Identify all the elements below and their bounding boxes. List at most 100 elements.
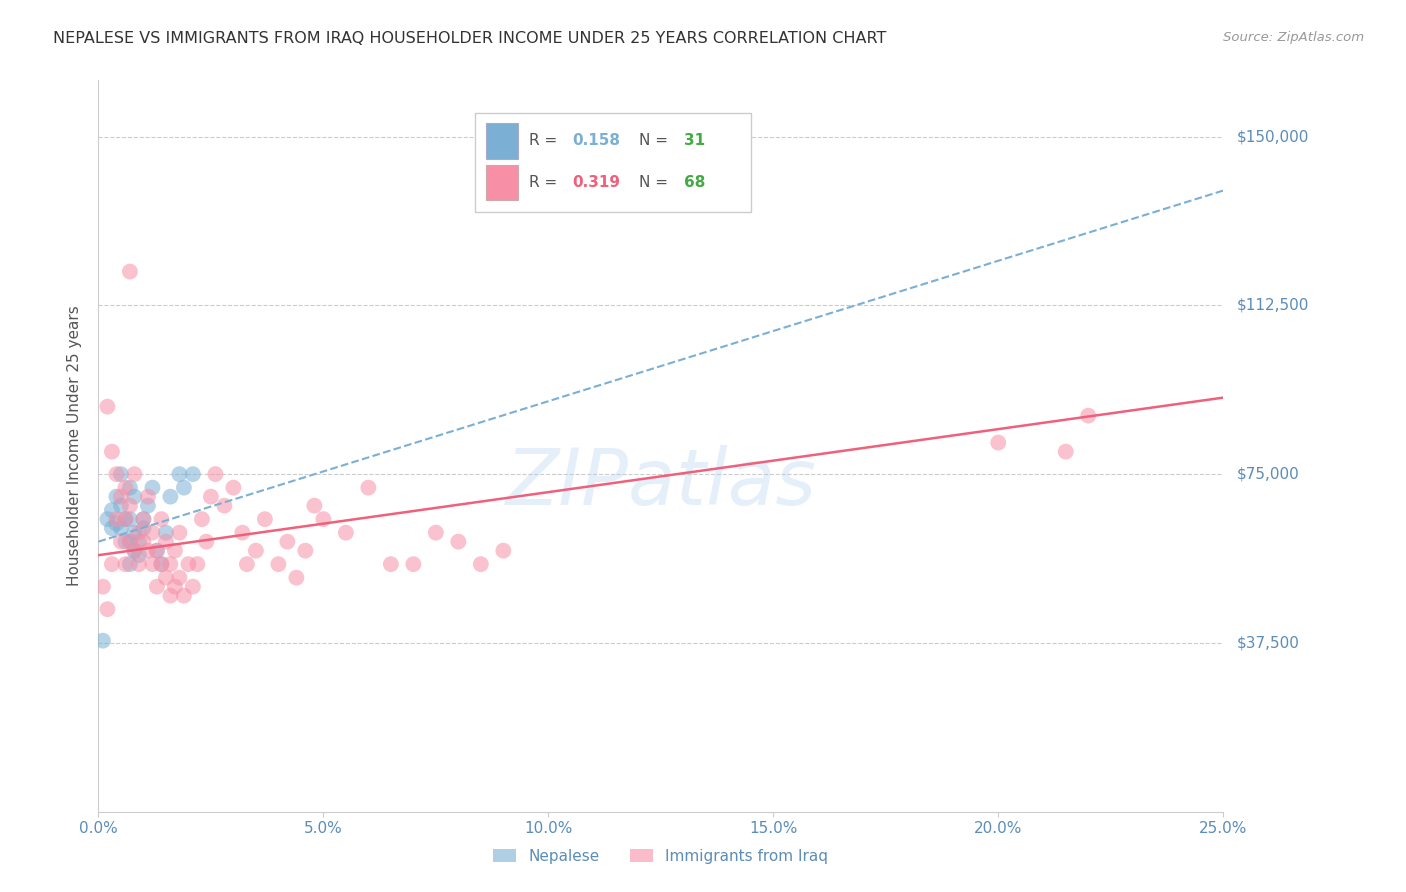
Text: $75,000: $75,000 (1237, 467, 1301, 482)
Point (169, 467, 191, 482)
Legend: Nepalese, Immigrants from Iraq: Nepalese, Immigrants from Iraq (486, 843, 835, 870)
Point (191, 512, 214, 526)
Point (253, 512, 276, 526)
Point (150, 557, 173, 571)
Text: $150,000: $150,000 (1237, 129, 1309, 144)
Point (169, 571, 191, 585)
Point (141, 557, 163, 571)
Point (105, 512, 128, 526)
Point (128, 525, 150, 540)
Point (118, 481, 141, 495)
Point (114, 512, 136, 526)
Point (159, 490, 181, 504)
Point (105, 516, 128, 531)
Point (128, 557, 150, 571)
Point (312, 512, 335, 526)
Point (124, 525, 146, 540)
Point (492, 543, 515, 558)
Point (173, 481, 195, 495)
Point (267, 557, 290, 571)
Point (136, 543, 159, 558)
Point (402, 557, 425, 571)
Point (195, 534, 218, 549)
Point (335, 525, 357, 540)
Point (132, 512, 155, 526)
FancyBboxPatch shape (475, 113, 751, 212)
Point (101, 444, 124, 458)
Point (114, 534, 136, 549)
Point (141, 525, 163, 540)
Point (447, 534, 470, 549)
Point (124, 490, 146, 504)
Point (200, 490, 222, 504)
Point (128, 548, 150, 562)
Y-axis label: Householder Income Under 25 years: Householder Income Under 25 years (67, 306, 83, 586)
Point (141, 481, 163, 495)
Point (276, 534, 298, 549)
Point (173, 589, 195, 603)
Point (101, 521, 124, 535)
Point (114, 512, 136, 526)
Text: $37,500: $37,500 (1237, 635, 1301, 650)
Point (163, 580, 186, 594)
Point (96, 602, 118, 616)
Text: Source: ZipAtlas.com: Source: ZipAtlas.com (1223, 31, 1364, 45)
Point (380, 557, 402, 571)
Point (132, 534, 155, 549)
Point (132, 512, 155, 526)
Point (159, 557, 181, 571)
FancyBboxPatch shape (486, 165, 517, 200)
Point (1077, 409, 1099, 423)
Point (146, 580, 169, 594)
Point (101, 503, 124, 517)
Point (177, 557, 200, 571)
Point (105, 467, 128, 482)
Point (110, 521, 132, 535)
Point (245, 543, 267, 558)
Text: ZIPatlas: ZIPatlas (505, 444, 817, 521)
Point (136, 499, 159, 513)
Point (181, 580, 204, 594)
Point (124, 543, 146, 558)
Point (1054, 444, 1077, 458)
Point (470, 557, 492, 571)
Point (425, 525, 447, 540)
Point (114, 557, 136, 571)
FancyBboxPatch shape (486, 123, 517, 159)
Point (146, 543, 169, 558)
Point (132, 521, 155, 535)
Point (169, 525, 191, 540)
Point (155, 525, 177, 540)
Point (186, 557, 208, 571)
Point (150, 557, 173, 571)
Point (110, 467, 132, 482)
Point (96, 400, 118, 414)
Point (91, 580, 114, 594)
Point (163, 543, 186, 558)
Text: N =: N = (640, 175, 673, 190)
Point (231, 525, 253, 540)
Point (105, 490, 128, 504)
Point (101, 557, 124, 571)
Point (204, 467, 226, 482)
Point (159, 589, 181, 603)
Point (96, 512, 118, 526)
Text: $112,500: $112,500 (1237, 298, 1309, 313)
Point (118, 557, 141, 571)
Point (110, 499, 132, 513)
Point (128, 534, 150, 549)
Text: 31: 31 (685, 134, 706, 148)
Point (304, 499, 326, 513)
Point (114, 481, 136, 495)
Point (150, 512, 173, 526)
Point (214, 499, 236, 513)
Point (118, 499, 141, 513)
Point (136, 490, 159, 504)
Point (357, 481, 380, 495)
Point (285, 571, 308, 585)
Point (146, 543, 169, 558)
Point (110, 534, 132, 549)
Text: R =: R = (529, 134, 562, 148)
Point (155, 571, 177, 585)
Point (236, 557, 259, 571)
